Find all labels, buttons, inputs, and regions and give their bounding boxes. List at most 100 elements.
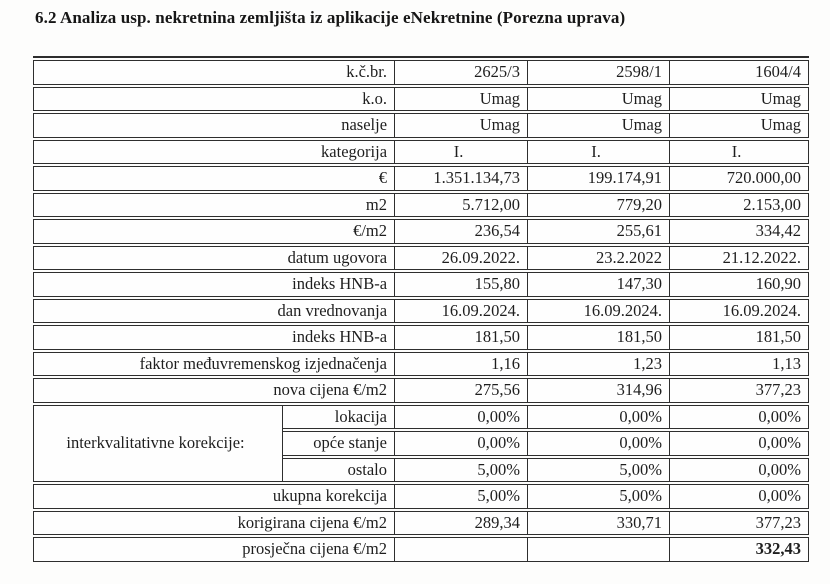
- value-cell: Umag: [528, 86, 671, 111]
- table-row: opće stanje 0,00% 0,00% 0,00%: [33, 431, 810, 456]
- value-cell: I.: [528, 139, 671, 164]
- row-label-cell: korigirana cijena €/m2: [33, 510, 396, 535]
- row-label-cell: €: [33, 166, 396, 191]
- table-row: €/m2 236,54 255,61 334,42: [33, 219, 810, 244]
- correction-sub-label-cell: lokacija: [283, 404, 396, 429]
- table-row: kategorija I. I. I.: [33, 139, 810, 164]
- value-cell: Umag: [528, 113, 671, 138]
- value-cell: 0,00%: [528, 404, 671, 429]
- row-label-cell: prosječna cijena €/m2: [33, 537, 396, 562]
- table-row: indeks HNB-a 181,50 181,50 181,50: [33, 325, 810, 350]
- value-cell: 0,00%: [395, 404, 529, 429]
- row-label-cell: k.o.: [33, 86, 396, 111]
- row-label-cell: nova cijena €/m2: [33, 378, 396, 403]
- correction-sub-label-cell: ostalo: [283, 457, 396, 482]
- value-cell: I.: [395, 139, 529, 164]
- value-cell: 16.09.2024.: [395, 298, 529, 323]
- document-title: 6.2 Analiza usp. nekretnina zemljišta iz…: [35, 8, 626, 27]
- value-cell: 0,00%: [670, 431, 810, 456]
- value-cell: 0,00%: [670, 484, 810, 509]
- valuation-table-body: k.č.br. 2625/3 2598/1 1604/4 k.o. Umag Umag Uma…: [33, 60, 810, 562]
- table-row: prosječna cijena €/m2 332,43: [33, 537, 810, 562]
- row-label-cell: ukupna korekcija: [33, 484, 396, 509]
- table-row: k.č.br. 2625/3 2598/1 1604/4: [33, 60, 810, 85]
- value-cell: 1,13: [670, 351, 810, 376]
- value-cell: 0,00%: [528, 431, 671, 456]
- value-cell: 155,80: [395, 272, 529, 297]
- value-cell: 16.09.2024.: [528, 298, 671, 323]
- value-cell: 0,00%: [670, 404, 810, 429]
- value-cell: [528, 537, 671, 562]
- value-cell: 0,00%: [670, 457, 810, 482]
- value-cell: 199.174,91: [528, 166, 671, 191]
- value-cell: Umag: [395, 86, 529, 111]
- row-label-cell: €/m2: [33, 219, 396, 244]
- table-row: korigirana cijena €/m2 289,34 330,71 377,23: [33, 510, 810, 535]
- value-cell: Umag: [395, 113, 529, 138]
- value-cell: 377,23: [670, 378, 810, 403]
- row-label-cell: indeks HNB-a: [33, 272, 396, 297]
- table-row: €1.351.134,73 199.174,91 720.000,00: [33, 166, 810, 191]
- value-cell: 160,90: [670, 272, 810, 297]
- valuation-table: k.č.br. 2625/3 2598/1 1604/4 k.o. Umag Umag Uma…: [33, 58, 810, 564]
- value-cell: 16.09.2024.: [670, 298, 810, 323]
- value-cell: 26.09.2022.: [395, 245, 529, 270]
- correction-sub-label-cell: opće stanje: [283, 431, 396, 456]
- table-row: ukupna korekcija 5,00% 5,00% 0,00%: [33, 484, 810, 509]
- value-cell: [395, 537, 529, 562]
- value-cell: 181,50: [528, 325, 671, 350]
- value-cell: 5,00%: [395, 484, 529, 509]
- value-cell: 236,54: [395, 219, 529, 244]
- value-cell: 289,34: [395, 510, 529, 535]
- value-cell: 334,42: [670, 219, 810, 244]
- value-cell: 21.12.2022.: [670, 245, 810, 270]
- row-label-cell: datum ugovora: [33, 245, 396, 270]
- value-cell: 1.351.134,73: [395, 166, 529, 191]
- row-label-cell: naselje: [33, 113, 396, 138]
- value-cell: 330,71: [528, 510, 671, 535]
- row-label-cell: indeks HNB-a: [33, 325, 396, 350]
- table-row: datum ugovora 26.09.2022. 23.2.2022 21.12.2…: [33, 245, 810, 270]
- table-row: dan vrednovanja 16.09.2024. 16.09.2024. 16.…: [33, 298, 810, 323]
- table-row: faktor međuvremenskog izjednačenja 1,16 1,…: [33, 351, 810, 376]
- table-row: k.o. Umag Umag Umag: [33, 86, 810, 111]
- value-cell: 1,16: [395, 351, 529, 376]
- value-cell: 181,50: [670, 325, 810, 350]
- value-cell: Umag: [670, 86, 810, 111]
- row-label-cell: faktor međuvremenskog izjednačenja: [33, 351, 396, 376]
- row-label-cell: m2: [33, 192, 396, 217]
- value-cell: 720.000,00: [670, 166, 810, 191]
- value-cell: 2.153,00: [670, 192, 810, 217]
- value-cell: 181,50: [395, 325, 529, 350]
- table-row: nova cijena €/m2 275,56 314,96 377,23: [33, 378, 810, 403]
- value-cell: 1604/4: [670, 60, 810, 85]
- table-row: indeks HNB-a 155,80 147,30 160,90: [33, 272, 810, 297]
- value-cell: 147,30: [528, 272, 671, 297]
- value-cell: 2598/1: [528, 60, 671, 85]
- value-cell: 5,00%: [528, 484, 671, 509]
- value-cell: 332,43: [670, 537, 810, 562]
- row-label-cell: kategorija: [33, 139, 396, 164]
- table-row: interkvalitativne korekcije: lokacija 0,00…: [33, 404, 810, 482]
- value-cell: 5.712,00: [395, 192, 529, 217]
- value-cell: 23.2.2022: [528, 245, 671, 270]
- value-cell: 275,56: [395, 378, 529, 403]
- value-cell: 5,00%: [528, 457, 671, 482]
- value-cell: I.: [670, 139, 810, 164]
- row-label-cell: k.č.br.: [33, 60, 396, 85]
- value-cell: Umag: [670, 113, 810, 138]
- table-row: naselje Umag Umag Umag: [33, 113, 810, 138]
- value-cell: 0,00%: [395, 431, 529, 456]
- table-top-rule: [33, 56, 809, 58]
- table-row: m2 5.712,00 779,20 2.153,00: [33, 192, 810, 217]
- row-label-cell: dan vrednovanja: [33, 298, 396, 323]
- correction-group-cell: interkvalitativne korekcije:: [33, 404, 283, 482]
- value-cell: 255,61: [528, 219, 671, 244]
- table-row: ostalo 5,00% 5,00% 0,00%: [33, 457, 810, 482]
- value-cell: 1,23: [528, 351, 671, 376]
- value-cell: 314,96: [528, 378, 671, 403]
- value-cell: 377,23: [670, 510, 810, 535]
- value-cell: 5,00%: [395, 457, 529, 482]
- value-cell: 2625/3: [395, 60, 529, 85]
